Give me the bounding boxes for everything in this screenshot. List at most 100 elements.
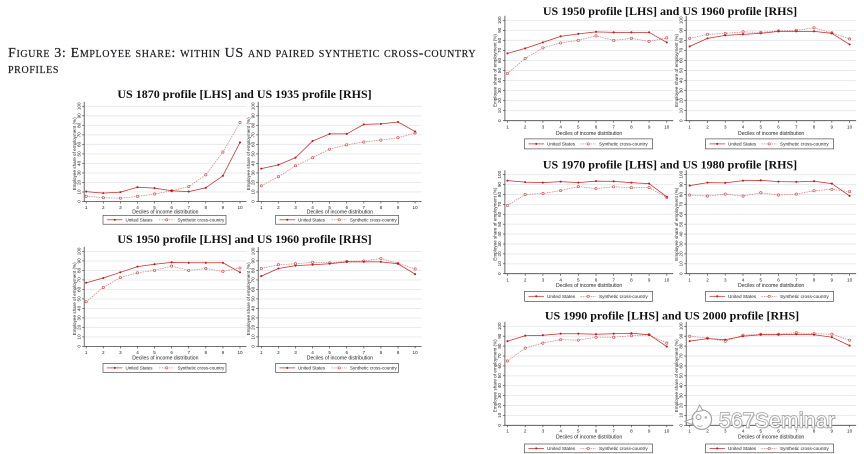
svg-text:Employee share of employment (: Employee share of employment (%) [72, 262, 77, 335]
svg-text:4: 4 [742, 428, 745, 433]
svg-text:4: 4 [559, 125, 562, 130]
svg-text:70: 70 [678, 47, 683, 53]
svg-text:4: 4 [742, 125, 745, 130]
svg-text:90: 90 [497, 27, 502, 33]
svg-text:10: 10 [664, 428, 670, 433]
svg-text:80: 80 [497, 343, 502, 349]
svg-text:5: 5 [577, 125, 580, 130]
svg-text:6: 6 [345, 350, 348, 355]
svg-text:5: 5 [577, 277, 580, 282]
svg-text:Synthetic cross-country: Synthetic cross-country [178, 217, 226, 222]
svg-text:100: 100 [497, 322, 502, 330]
svg-text:20: 20 [678, 98, 683, 104]
svg-text:9: 9 [397, 205, 400, 210]
svg-text:80: 80 [678, 343, 683, 349]
svg-text:3: 3 [294, 205, 297, 210]
svg-text:90: 90 [250, 113, 255, 119]
svg-text:70: 70 [678, 201, 683, 207]
svg-text:1: 1 [85, 205, 88, 210]
svg-text:1: 1 [506, 125, 509, 130]
svg-text:United States: United States [547, 446, 576, 451]
svg-text:30: 30 [497, 241, 502, 247]
svg-text:10: 10 [413, 205, 419, 210]
svg-text:50: 50 [250, 151, 255, 157]
svg-text:20: 20 [497, 98, 502, 104]
svg-text:9: 9 [222, 350, 225, 355]
svg-text:10: 10 [678, 108, 683, 114]
svg-text:567Seminar: 567Seminar [719, 410, 835, 433]
svg-text:60: 60 [678, 211, 683, 217]
svg-text:Synthetic cross-country: Synthetic cross-country [780, 446, 829, 451]
svg-text:4: 4 [311, 350, 314, 355]
svg-text:90: 90 [678, 182, 683, 188]
svg-text:50: 50 [678, 373, 683, 379]
svg-text:50: 50 [250, 296, 255, 302]
svg-text:7: 7 [795, 277, 798, 282]
svg-text:Deciles of income distribution: Deciles of income distribution [738, 131, 804, 137]
svg-text:Deciles of income distribution: Deciles of income distribution [132, 356, 198, 362]
svg-text:United States: United States [298, 366, 326, 371]
svg-text:Synthetic cross-country: Synthetic cross-country [780, 294, 829, 299]
svg-text:30: 30 [678, 241, 683, 247]
svg-text:40: 40 [678, 383, 683, 389]
svg-text:United States: United States [547, 142, 576, 147]
svg-text:Deciles of income distribution: Deciles of income distribution [307, 209, 373, 215]
svg-text:70: 70 [250, 277, 255, 283]
svg-text:30: 30 [678, 88, 683, 94]
svg-text:80: 80 [678, 37, 683, 43]
svg-text:Synthetic cross-country: Synthetic cross-country [599, 142, 648, 147]
svg-text:US 1970 profile [LHS] and US 1: US 1970 profile [LHS] and US 1980 profil… [543, 158, 797, 172]
svg-text:0: 0 [497, 272, 502, 275]
svg-text:9: 9 [831, 125, 834, 130]
svg-text:50: 50 [497, 68, 502, 74]
svg-text:5: 5 [759, 125, 762, 130]
svg-text:30: 30 [76, 315, 81, 321]
svg-text:7: 7 [612, 428, 615, 433]
svg-text:80: 80 [497, 192, 502, 198]
svg-text:90: 90 [678, 333, 683, 339]
svg-text:7: 7 [612, 125, 615, 130]
svg-text:2: 2 [524, 428, 527, 433]
svg-text:20: 20 [250, 324, 255, 330]
svg-text:20: 20 [678, 403, 683, 409]
svg-text:5: 5 [328, 205, 331, 210]
svg-text:Employee share of employment (: Employee share of employment (%) [246, 117, 251, 190]
svg-text:United States: United States [547, 294, 576, 299]
svg-text:70: 70 [250, 132, 255, 138]
svg-text:100: 100 [497, 170, 502, 178]
svg-text:Employee share of employment (: Employee share of employment (%) [674, 34, 679, 107]
svg-text:7: 7 [795, 428, 798, 433]
svg-text:1: 1 [688, 428, 691, 433]
svg-text:Employee share of employment (: Employee share of employment (%) [493, 187, 498, 260]
svg-text:100: 100 [678, 170, 683, 178]
svg-text:Synthetic cross-country: Synthetic cross-country [178, 366, 226, 371]
svg-text:Figure 3: Employee share: with: Figure 3: Employee share: within US and … [8, 45, 476, 61]
svg-text:80: 80 [76, 122, 81, 128]
svg-text:6: 6 [777, 277, 780, 282]
svg-text:2: 2 [524, 277, 527, 282]
svg-text:10: 10 [237, 205, 243, 210]
svg-text:6: 6 [595, 428, 598, 433]
svg-text:10: 10 [678, 261, 683, 267]
svg-text:6: 6 [345, 205, 348, 210]
svg-text:70: 70 [76, 277, 81, 283]
svg-text:50: 50 [497, 221, 502, 227]
svg-text:7: 7 [363, 350, 366, 355]
svg-text:9: 9 [648, 125, 651, 130]
svg-text:United States: United States [728, 142, 757, 147]
svg-text:Deciles of income distribution: Deciles of income distribution [556, 131, 622, 137]
svg-text:1: 1 [260, 350, 263, 355]
svg-text:4: 4 [559, 428, 562, 433]
svg-text:4: 4 [136, 350, 139, 355]
svg-text:10: 10 [497, 412, 502, 418]
svg-text:Synthetic cross-country: Synthetic cross-country [780, 142, 829, 147]
svg-text:100: 100 [76, 102, 81, 110]
svg-text:40: 40 [250, 305, 255, 311]
svg-text:3: 3 [724, 277, 727, 282]
svg-text:40: 40 [678, 231, 683, 237]
svg-text:10: 10 [847, 125, 853, 130]
svg-text:50: 50 [497, 373, 502, 379]
svg-text:30: 30 [250, 170, 255, 176]
svg-text:2: 2 [102, 350, 105, 355]
svg-text:10: 10 [664, 277, 670, 282]
